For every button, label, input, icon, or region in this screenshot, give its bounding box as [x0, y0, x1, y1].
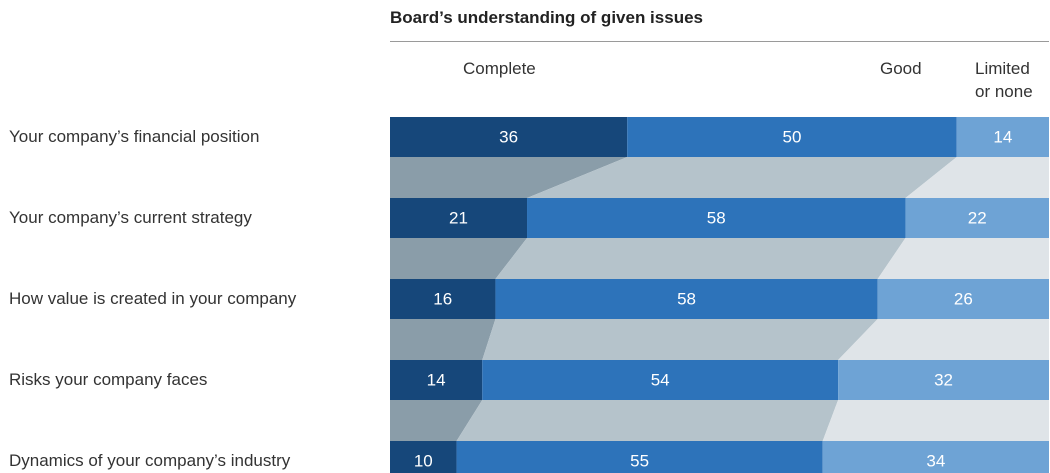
bar-value-label: 55 [630, 452, 649, 471]
bar-value-label: 32 [934, 371, 953, 390]
bar-value-label: 58 [707, 209, 726, 228]
category-label: Dynamics of your company’s industry [9, 451, 291, 470]
bar-segment [877, 279, 1049, 319]
bar-segment [627, 117, 957, 157]
bar-value-label: 10 [414, 452, 433, 471]
bar-segment [456, 441, 823, 473]
legend-complete: Complete [463, 59, 536, 78]
legend-limited-or-none: Limited or none [975, 59, 1033, 101]
bar-value-label: 58 [677, 290, 696, 309]
bar-segment [838, 360, 1049, 400]
bar-segment [390, 360, 483, 400]
category-label: Your company’s financial position [9, 127, 260, 146]
bar-segment [905, 198, 1049, 238]
connector-band [390, 319, 496, 360]
bar-segment [527, 198, 906, 238]
bar-value-label: 26 [954, 290, 973, 309]
legend-good: Good [880, 59, 922, 78]
title-divider [390, 41, 1049, 42]
connector-band [390, 238, 528, 279]
bar-value-label: 36 [499, 128, 518, 147]
connector-band [482, 319, 878, 360]
bar-segment [390, 441, 457, 473]
bar-value-label: 50 [783, 128, 802, 147]
connector-band [838, 319, 1049, 360]
bar-value-label: 54 [651, 371, 670, 390]
bar-segment [822, 441, 1049, 473]
bar-segment [482, 360, 839, 400]
category-label: Risks your company faces [9, 370, 208, 389]
connector-band [456, 400, 839, 441]
bar-segment [956, 117, 1049, 157]
bar-segment [390, 279, 496, 319]
bar-value-label: 21 [449, 209, 468, 228]
connector-band [905, 157, 1049, 198]
chart-title: Board’s understanding of given issues [390, 8, 703, 27]
bar-value-label: 16 [433, 290, 452, 309]
connector-band [495, 238, 906, 279]
bar-value-label: 22 [968, 209, 987, 228]
connector-band [822, 400, 1049, 441]
bar-segment [390, 198, 528, 238]
connector-band [527, 157, 957, 198]
connector-band [390, 157, 628, 198]
category-label: How value is created in your company [9, 289, 297, 308]
connector-band [390, 400, 483, 441]
bar-segment [390, 117, 628, 157]
bar-segment [495, 279, 878, 319]
category-label: Your company’s current strategy [9, 208, 252, 227]
bar-value-label: 14 [427, 371, 446, 390]
connector-band [877, 238, 1049, 279]
bar-value-label: 14 [993, 128, 1012, 147]
bar-value-label: 34 [926, 452, 945, 471]
